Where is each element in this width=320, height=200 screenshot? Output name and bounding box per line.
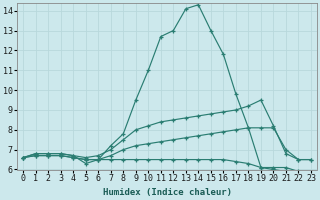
X-axis label: Humidex (Indice chaleur): Humidex (Indice chaleur) [103,188,232,197]
